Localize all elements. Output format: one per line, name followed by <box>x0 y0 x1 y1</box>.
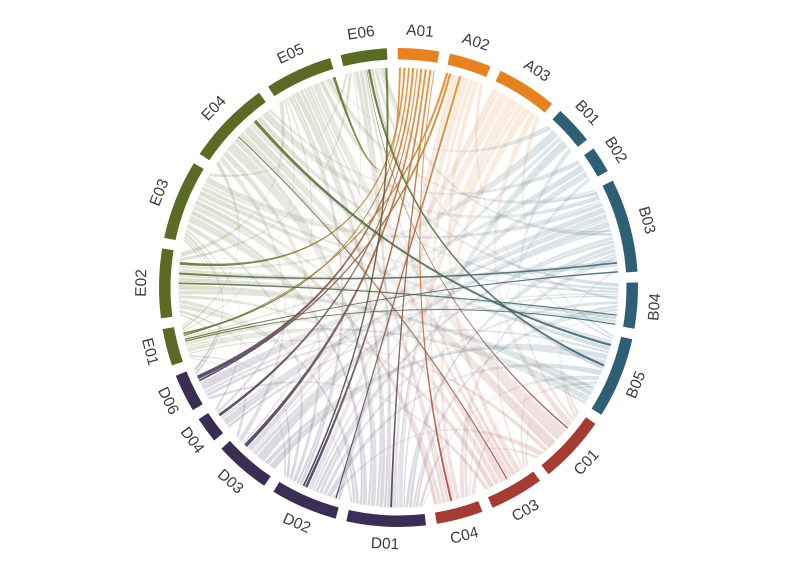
svg-text:E02: E02 <box>133 269 150 297</box>
svg-text:C04: C04 <box>448 524 480 548</box>
svg-text:B04: B04 <box>645 292 664 321</box>
svg-text:A01: A01 <box>406 22 435 41</box>
svg-text:B03: B03 <box>635 205 659 236</box>
svg-text:D01: D01 <box>370 535 399 553</box>
svg-text:E01: E01 <box>138 336 161 367</box>
svg-text:E06: E06 <box>346 23 376 44</box>
